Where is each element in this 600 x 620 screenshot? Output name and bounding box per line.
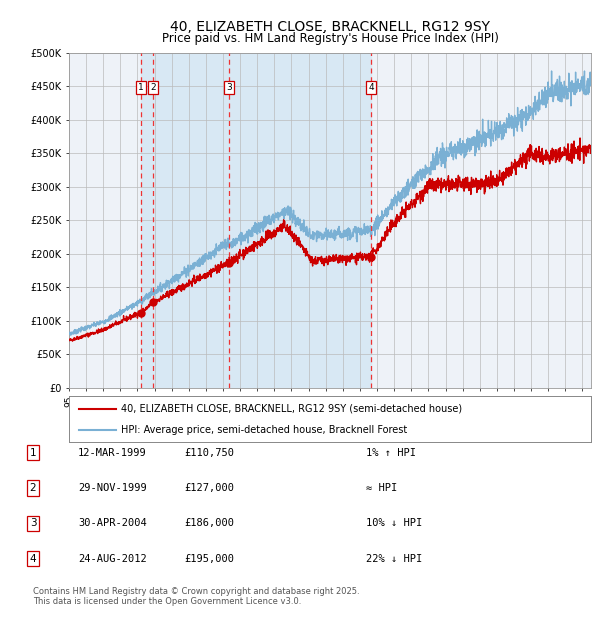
- Text: £195,000: £195,000: [184, 554, 234, 564]
- Text: 22% ↓ HPI: 22% ↓ HPI: [366, 554, 422, 564]
- Text: Price paid vs. HM Land Registry's House Price Index (HPI): Price paid vs. HM Land Registry's House …: [161, 32, 499, 45]
- Text: 24-AUG-2012: 24-AUG-2012: [78, 554, 147, 564]
- Text: 12-MAR-1999: 12-MAR-1999: [78, 448, 147, 458]
- Text: 1: 1: [138, 83, 143, 92]
- Text: 1: 1: [29, 448, 37, 458]
- Text: ≈ HPI: ≈ HPI: [366, 483, 397, 493]
- Text: 10% ↓ HPI: 10% ↓ HPI: [366, 518, 422, 528]
- Text: 3: 3: [226, 83, 232, 92]
- Text: £110,750: £110,750: [184, 448, 234, 458]
- Text: 4: 4: [368, 83, 374, 92]
- Text: 3: 3: [29, 518, 37, 528]
- Text: 4: 4: [29, 554, 37, 564]
- Text: 40, ELIZABETH CLOSE, BRACKNELL, RG12 9SY: 40, ELIZABETH CLOSE, BRACKNELL, RG12 9SY: [170, 20, 490, 34]
- Text: 2: 2: [151, 83, 156, 92]
- Text: £127,000: £127,000: [184, 483, 234, 493]
- Text: 2: 2: [29, 483, 37, 493]
- Text: 1% ↑ HPI: 1% ↑ HPI: [366, 448, 416, 458]
- Text: Contains HM Land Registry data © Crown copyright and database right 2025.
This d: Contains HM Land Registry data © Crown c…: [33, 587, 359, 606]
- Text: 40, ELIZABETH CLOSE, BRACKNELL, RG12 9SY (semi-detached house): 40, ELIZABETH CLOSE, BRACKNELL, RG12 9SY…: [121, 404, 463, 414]
- Bar: [141, 53, 371, 388]
- Text: £186,000: £186,000: [184, 518, 234, 528]
- Text: 29-NOV-1999: 29-NOV-1999: [78, 483, 147, 493]
- Text: HPI: Average price, semi-detached house, Bracknell Forest: HPI: Average price, semi-detached house,…: [121, 425, 407, 435]
- Text: 30-APR-2004: 30-APR-2004: [78, 518, 147, 528]
